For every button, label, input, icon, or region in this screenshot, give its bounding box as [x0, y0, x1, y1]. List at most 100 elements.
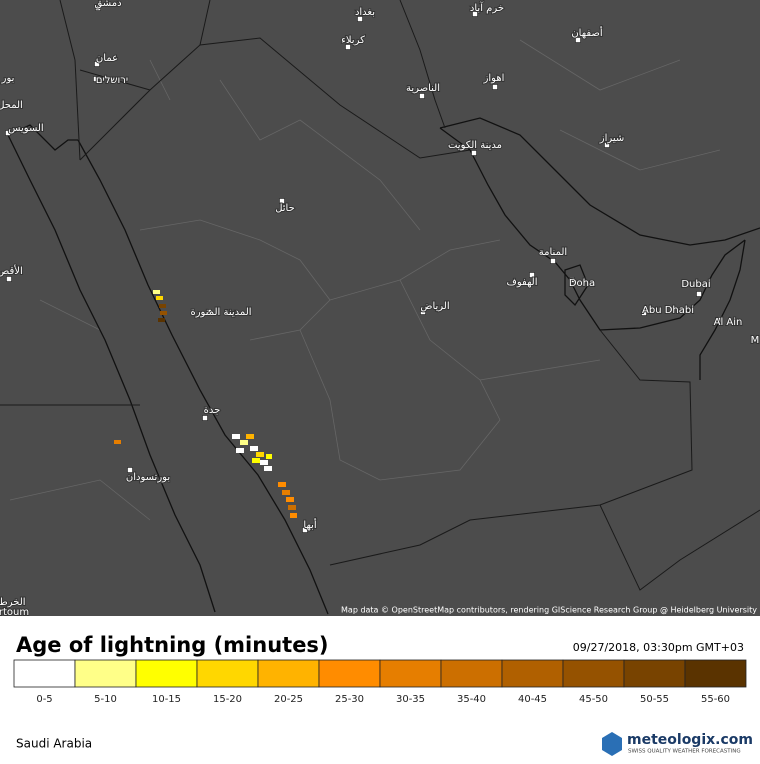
city-marker — [6, 276, 12, 282]
place-label: rtoum — [0, 607, 29, 618]
strike — [288, 505, 296, 510]
place-label: الناصرية — [406, 83, 440, 94]
strike — [114, 440, 121, 444]
legend-label: 40-45 — [518, 694, 547, 705]
place-label: أصفهان — [571, 26, 603, 39]
city-marker — [93, 76, 99, 82]
city-marker — [569, 277, 575, 283]
strike — [156, 296, 163, 300]
place-label: مدينة الكويت — [448, 140, 502, 151]
map: دمشق بغداد خرم آباد كربلاء أصفهان عمان ירושלים… — [0, 0, 760, 619]
place-label: بور — [1, 73, 15, 84]
city-marker — [127, 467, 133, 473]
strike — [153, 290, 160, 294]
attribution-background — [336, 604, 760, 616]
place-label: المدينة المنورة — [190, 307, 251, 318]
strike — [246, 434, 254, 439]
place-label: المحل — [0, 100, 23, 111]
place-label: الأقص — [0, 264, 23, 277]
legend-label: 45-50 — [579, 694, 608, 705]
city-marker — [420, 309, 426, 315]
legend-swatch — [13, 659, 76, 688]
legend-swatch — [318, 659, 381, 688]
city-marker — [94, 61, 100, 67]
city-marker — [5, 130, 11, 136]
legend-label: 35-40 — [457, 694, 486, 705]
strike — [160, 311, 167, 315]
tagline: SWISS QUALITY WEATHER FORECASTING — [628, 749, 741, 755]
legend-swatch — [74, 659, 137, 688]
attribution: Map data © OpenStreetMap contributors, r… — [341, 606, 757, 615]
legend-label: 5-10 — [94, 694, 117, 705]
city-marker — [696, 291, 702, 297]
place-label: Dubai — [681, 279, 710, 290]
strike — [250, 446, 258, 451]
legend-label: 25-30 — [335, 694, 364, 705]
legend-swatch — [196, 659, 259, 688]
legend-swatch — [684, 659, 747, 688]
legend-label: 55-60 — [701, 694, 730, 705]
legend-label: 0-5 — [36, 694, 52, 705]
borders — [0, 0, 760, 591]
place-label: M — [751, 335, 760, 346]
city-marker — [345, 44, 351, 50]
legend-swatch — [257, 659, 320, 688]
legend-title: Age of lightning (minutes) — [16, 633, 329, 657]
strike — [260, 460, 268, 465]
place-label: جدة — [204, 405, 221, 416]
place-label: كربلاء — [341, 35, 365, 46]
place-label: دمشق — [94, 0, 121, 9]
coastlines — [7, 117, 760, 615]
strike — [290, 513, 297, 518]
logo: meteologix.com SWISS QUALITY WEATHER FOR… — [602, 732, 753, 756]
legend-label: 50-55 — [640, 694, 669, 705]
place-label: الرياض — [420, 301, 449, 312]
timestamp: 09/27/2018, 03:30pm GMT+03 — [573, 641, 744, 654]
city-marker — [529, 272, 535, 278]
lightning-strikes — [114, 290, 297, 518]
city-marker — [604, 142, 610, 148]
place-label: بغداد — [355, 7, 375, 18]
legend-label: 15-20 — [213, 694, 242, 705]
place-label: خرم آباد — [470, 1, 504, 14]
city-marker — [575, 37, 581, 43]
place-label: الخرط — [0, 597, 26, 608]
legend-swatch — [501, 659, 564, 688]
city-marker — [357, 16, 363, 22]
city-marker — [472, 11, 478, 17]
place-label: ירושלים — [96, 75, 128, 86]
regions — [9, 39, 721, 521]
place-label: حائل — [275, 203, 295, 214]
city-marker — [550, 258, 556, 264]
city-marker — [641, 310, 647, 316]
region-name: Saudi Arabia — [16, 737, 92, 751]
place-label: Al Ain — [714, 317, 743, 328]
legend-label: 20-25 — [274, 694, 303, 705]
city-marker — [95, 5, 101, 11]
strike — [252, 458, 260, 463]
place-label: المنامة — [539, 247, 567, 258]
legend-label: 30-35 — [396, 694, 425, 705]
legend-label: 10-15 — [152, 694, 181, 705]
strike — [256, 452, 264, 457]
place-label: شيراز — [599, 133, 625, 144]
place-label: Doha — [569, 278, 595, 289]
legend-swatch — [440, 659, 503, 688]
city-marker — [302, 527, 308, 533]
strike — [278, 482, 286, 487]
legend-swatch — [562, 659, 625, 688]
place-label: Abu Dhabi — [642, 305, 694, 316]
legend-swatch — [379, 659, 442, 688]
strike — [236, 448, 244, 453]
city-marker — [206, 309, 212, 315]
brand: meteologix.com — [627, 732, 753, 748]
strike — [286, 497, 294, 502]
place-label: عمان — [96, 53, 118, 64]
legend: 0-5 5-10 10-15 15-20 20-25 25-30 30-35 35-40 40-… — [13, 659, 747, 705]
city-marker — [279, 198, 285, 204]
strike — [232, 434, 240, 439]
legend-swatch — [135, 659, 198, 688]
city-marker — [492, 84, 498, 90]
strike — [282, 490, 290, 495]
